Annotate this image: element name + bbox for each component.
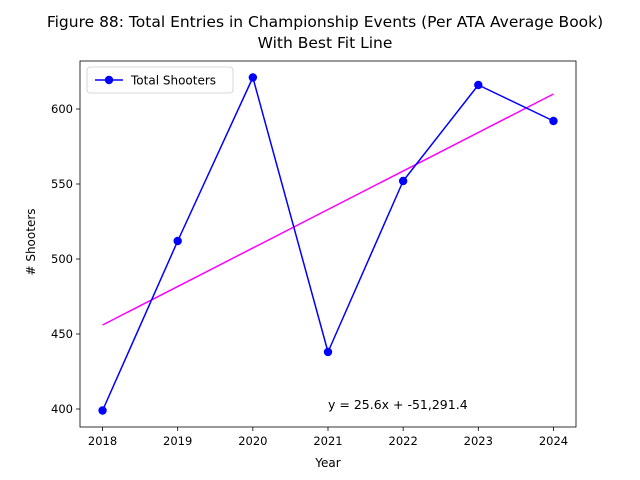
x-axis-label: Year [314, 456, 340, 470]
data-point-2021 [323, 347, 333, 357]
chart-title-line-2: With Best Fit Line [258, 34, 393, 52]
y-tick-label-600: 600 [51, 102, 73, 116]
legend-marker [104, 75, 114, 85]
x-tick-label-2020: 2020 [238, 434, 267, 448]
y-axis-label: # Shooters [24, 208, 38, 275]
chart-title-line-1: Figure 88: Total Entries in Championship… [47, 13, 603, 31]
legend-label: Total Shooters [130, 74, 216, 88]
data-point-2024 [549, 116, 558, 126]
y-tick-label-500: 500 [51, 252, 73, 266]
data-point-2023 [474, 80, 483, 90]
data-point-2018 [98, 406, 107, 415]
equation-annotation: y = 25.6x + -51,291.4 [328, 397, 468, 412]
x-tick-label-2022: 2022 [389, 434, 418, 448]
x-tick-label-2023: 2023 [464, 434, 493, 448]
x-tick-label-2021: 2021 [313, 434, 342, 448]
y-tick-label-450: 450 [51, 327, 73, 341]
best-fit-line [102, 93, 554, 326]
plot-area: 2018 2019 2020 2021 2022 2023 2024 400 450 500 550… [51, 60, 577, 448]
y-tick-label-550: 550 [51, 177, 73, 191]
x-tick-label-2024: 2024 [539, 434, 568, 448]
data-point-2020 [248, 73, 258, 82]
y-tick-label-400: 400 [51, 402, 73, 416]
data-point-2022 [398, 176, 408, 186]
data-point-2019 [173, 236, 182, 246]
legend-box [86, 66, 234, 94]
x-tick-label-2019: 2019 [163, 434, 192, 448]
x-tick-label-2018: 2018 [88, 434, 117, 448]
